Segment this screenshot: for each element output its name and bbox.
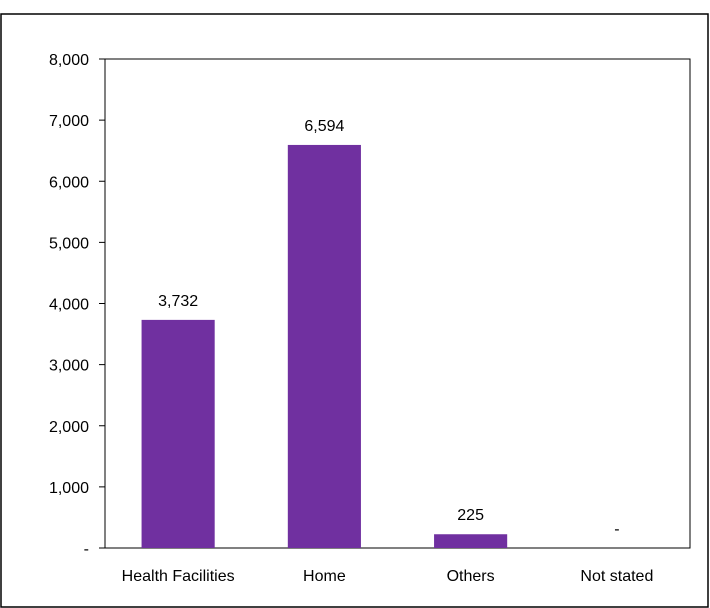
data-labels-group: 3,732 6,594 225 - (158, 118, 619, 538)
data-label: 225 (457, 507, 484, 524)
data-label: - (614, 521, 619, 538)
bar (287, 144, 361, 548)
data-label: 6,594 (304, 118, 344, 135)
x-tick-label: Home (303, 568, 346, 585)
y-tick-label: 7,000 (49, 113, 89, 130)
y-tick-label: 5,000 (49, 235, 89, 252)
y-tick-label: 6,000 (49, 174, 89, 191)
x-axis: Health Facilities Home Others Not stated (122, 568, 654, 585)
bars-group (141, 144, 508, 548)
y-tick-label: 3,000 (49, 358, 89, 375)
y-tick-label: 4,000 (49, 297, 89, 314)
chart-border (0, 13, 709, 608)
bar (141, 319, 215, 548)
x-tick-label: Others (447, 568, 495, 585)
bar (434, 534, 508, 548)
x-tick-label: Not stated (580, 568, 653, 585)
y-axis: - 1,000 2,000 3,000 4,000 5,000 6,000 7,000 8,00… (49, 52, 105, 558)
data-label: 3,732 (158, 293, 198, 310)
y-tick-label: - (84, 541, 89, 558)
x-tick-label: Health Facilities (122, 568, 235, 585)
y-tick-label: 2,000 (49, 419, 89, 436)
y-tick-label: 1,000 (49, 480, 89, 497)
y-tick-label: 8,000 (49, 52, 89, 69)
